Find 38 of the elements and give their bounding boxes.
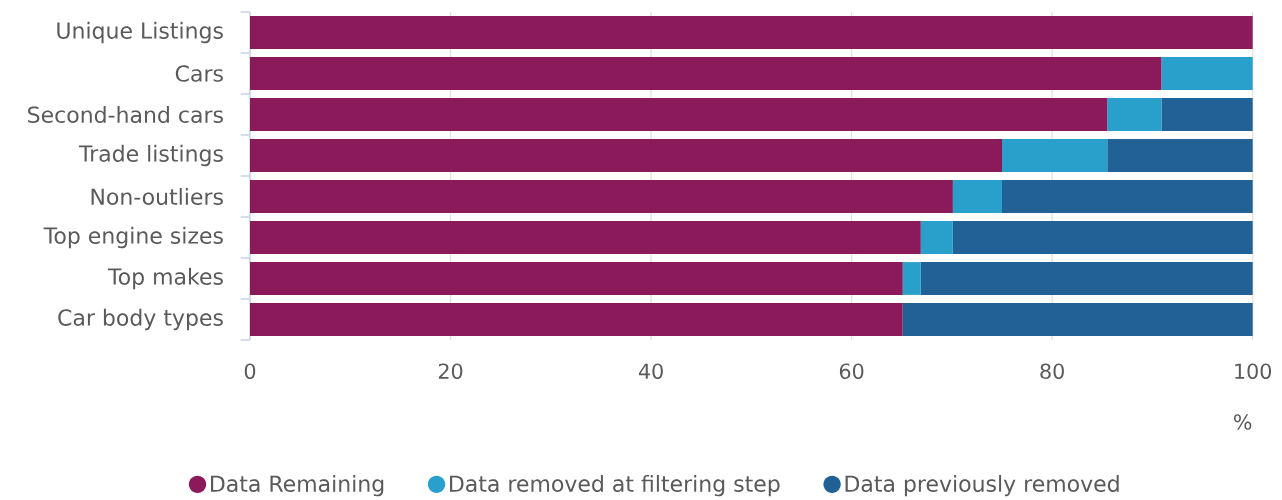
bar <box>902 303 1253 336</box>
bar <box>1161 98 1253 131</box>
bar <box>1002 139 1108 172</box>
y-tick-label: Non-outliers <box>91 188 223 206</box>
bar <box>250 221 921 254</box>
bar <box>250 180 953 213</box>
legend-label: Data Remaining <box>211 474 384 497</box>
bar <box>1107 98 1162 131</box>
bar <box>902 262 921 295</box>
bar <box>1002 180 1253 213</box>
x-tick-label: 0 <box>244 363 256 380</box>
x-tick-label: 40 <box>638 363 663 380</box>
bar <box>1107 139 1253 172</box>
bar <box>920 221 953 254</box>
bar <box>250 262 903 295</box>
bar <box>250 57 1162 90</box>
bar <box>952 221 1253 254</box>
x-tick-label: 100 <box>1235 363 1272 380</box>
legend-label: Data previously removed <box>845 474 1119 497</box>
y-tick-label: Car body types <box>58 308 223 331</box>
bar <box>1161 57 1253 90</box>
x-tick-label: 20 <box>438 363 463 380</box>
y-tick-label: Trade listings <box>78 144 223 167</box>
bar <box>250 139 1003 172</box>
x-tick-label: 60 <box>839 363 864 380</box>
y-tick-label: Top makes <box>107 267 223 290</box>
y-tick-label: Second-hand cars <box>28 106 223 124</box>
y-tick-label: Top engine sizes <box>43 226 223 249</box>
bar <box>952 180 1003 213</box>
bar <box>250 303 903 336</box>
bar <box>250 16 1253 49</box>
bar <box>250 98 1108 131</box>
x-tick-label: 80 <box>1040 363 1064 380</box>
legend-label: Data removed at filtering step <box>450 474 780 497</box>
y-tick-label: Unique Listings <box>57 21 223 44</box>
bar <box>920 262 1253 295</box>
x-axis-title: % <box>1233 414 1252 430</box>
y-tick-label: Cars <box>175 65 223 82</box>
